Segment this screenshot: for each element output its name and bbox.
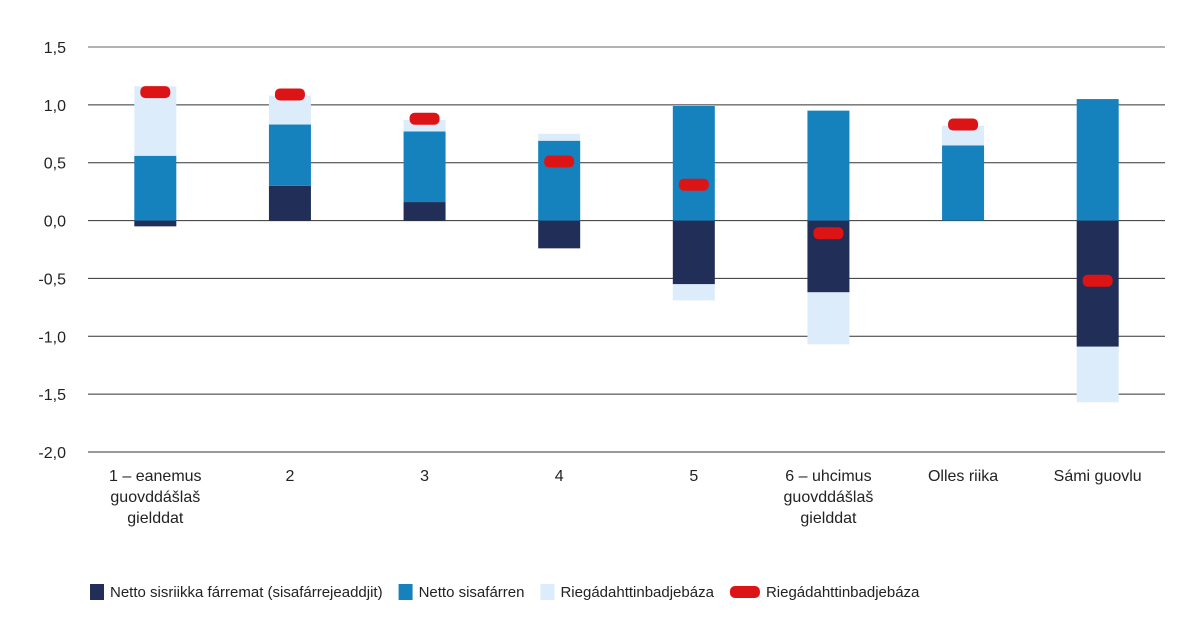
marker-point [544,155,575,168]
y-tick-label: 0,5 [44,156,66,173]
y-tick-label: -1,5 [38,387,66,404]
x-tick-label: 4 [555,468,564,485]
bar-segment-series-1 [268,124,311,186]
bar-segment-series-1 [672,106,715,221]
marker-point [948,118,979,131]
bar-segment-series-1 [1076,99,1119,221]
legend-swatch [90,584,104,600]
y-tick-label: -0,5 [38,271,66,288]
bar-segment-series-0 [672,220,715,285]
y-tick-label: 1,5 [44,40,66,57]
y-tick-label: 1,0 [44,98,66,115]
marker-point [274,88,305,101]
bar-segment-series-2 [672,284,715,301]
bar-segment-series-0 [268,185,311,221]
marker-point [140,86,171,99]
x-tick-label: Olles riika [928,468,998,485]
x-tick-label: 5 [689,468,698,485]
x-tick-label: Sámi guovlu [1054,468,1142,485]
bar-segment-series-2 [807,292,850,345]
legend-label: Riegádahttinbadjebáza [766,584,920,601]
bar-segment-series-2 [403,119,446,132]
bar-segment-series-0 [403,202,446,221]
x-tick-label: 2 [285,468,294,485]
bar-segment-series-0 [538,220,581,249]
legend-label: Netto sisafárren [419,584,525,601]
x-tick-label: 3 [420,468,429,485]
y-tick-label: -1,0 [38,329,66,346]
bar-segment-series-1 [538,140,581,221]
marker-point [678,178,709,191]
y-tick-label: -2,0 [38,445,66,462]
marker-point [813,227,844,240]
bar-segment-series-1 [807,110,850,221]
bar-segment-series-2 [1076,346,1119,403]
x-tick-label: gielddat [800,510,857,527]
legend-swatch [729,586,760,598]
bar-segment-series-1 [403,131,446,203]
x-tick-label: guovddášlaš [110,489,200,506]
bar-segment-series-2 [942,125,985,146]
bar-segment-series-1 [134,155,177,221]
legend-label: Netto sisriikka fárremat (sisafárrejeadd… [110,584,383,601]
x-tick-label: 1 – eanemus [109,468,202,485]
legend-swatch [540,584,555,600]
marker-point [1082,274,1113,287]
bar-segment-series-1 [942,145,985,221]
legend-swatch [398,584,413,600]
x-tick-label: gielddat [127,510,184,527]
legend-label: Riegádahttinbadjebáza [560,584,714,601]
y-tick-label: 0,0 [44,214,66,231]
bar-segment-series-0 [134,220,177,227]
x-tick-label: guovddášlaš [784,489,874,506]
bar-segment-series-2 [538,133,581,141]
marker-point [409,112,440,125]
x-tick-label: 6 – uhcimus [785,468,871,485]
